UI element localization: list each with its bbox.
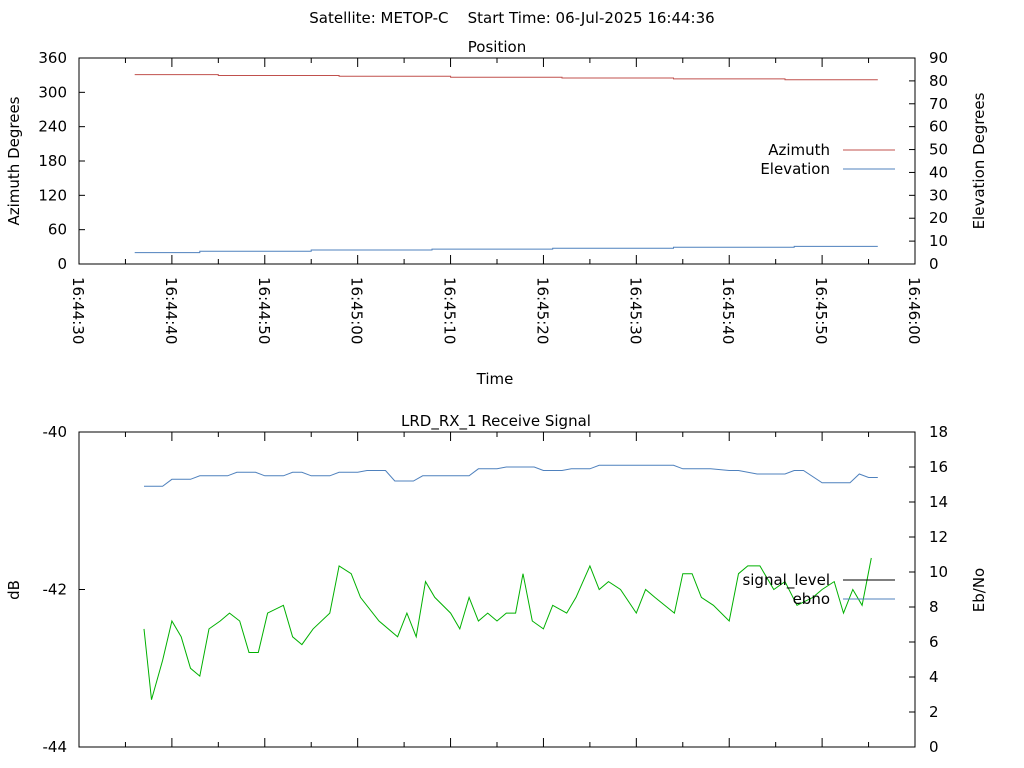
x-tick-label: 16:44:30 [69, 277, 87, 344]
signal-plot-area [78, 431, 916, 748]
legend-label: Elevation [760, 160, 830, 178]
x-tick-label: 16:45:40 [719, 277, 737, 344]
legend-label: Azimuth [768, 141, 830, 159]
y2-tick-label: 10 [929, 232, 948, 250]
y2-tick-label: 4 [929, 668, 939, 686]
position-y2-label: Elevation Degrees [970, 92, 988, 229]
x-tick-label: 16:45:00 [348, 277, 366, 344]
y-tick-label: -42 [43, 581, 68, 599]
y2-tick-label: 8 [929, 598, 939, 616]
y2-tick-label: 6 [929, 633, 939, 651]
signal-y2-axis: 0 2 4 6 8 10 12 14 16 18 [909, 423, 948, 756]
position-x-axis: 16:44:30 16:44:40 16:44:50 16:45:00 16:45:10… [69, 58, 923, 344]
signal-series [143, 464, 878, 700]
y2-tick-label: 2 [929, 703, 939, 721]
signal-y2-label: Eb/No [970, 568, 988, 612]
signal-y-axis: -44 -42 -40 [43, 423, 85, 756]
series-line-Azimuth [134, 74, 878, 81]
y-tick-label: 0 [57, 255, 67, 273]
x-tick-label: 16:45:20 [533, 277, 551, 344]
position-y-label: Azimuth Degrees [5, 96, 23, 225]
signal-x-axis [78, 432, 916, 747]
position-y-axis: 0 60 120 180 240 300 360 [38, 49, 85, 273]
y2-tick-label: 0 [929, 738, 939, 756]
legend-label: ebno [793, 590, 830, 608]
signal-chart: LRD_RX_1 Receive Signal -44 -42 -40 0 2 4 6 8 1… [5, 412, 988, 756]
y2-tick-label: 40 [929, 163, 948, 181]
x-tick-label: 16:44:50 [255, 277, 273, 344]
y2-tick-label: 0 [929, 255, 939, 273]
y2-tick-label: 70 [929, 95, 948, 113]
y2-tick-label: 90 [929, 49, 948, 67]
position-chart: Position 0 60 120 180 240 300 360 0 10 20 30 40 50 6… [5, 38, 988, 388]
y-tick-label: 360 [38, 49, 67, 67]
x-tick-label: 16:45:50 [812, 277, 830, 344]
x-tick-label: 16:46:00 [905, 277, 923, 344]
y2-tick-label: 50 [929, 141, 948, 159]
position-y2-axis: 0 10 20 30 40 50 60 70 80 90 [909, 49, 948, 273]
legend-label: signal_level [742, 571, 830, 590]
y2-tick-label: 12 [929, 528, 948, 546]
y-tick-label: 120 [38, 186, 67, 204]
signal-chart-title: LRD_RX_1 Receive Signal [401, 412, 591, 431]
y-tick-label: 60 [48, 221, 67, 239]
y2-tick-label: 14 [929, 493, 948, 511]
y2-tick-label: 10 [929, 563, 948, 581]
position-series [134, 74, 878, 254]
series-line-signal-level [143, 557, 872, 700]
y-tick-label: 180 [38, 152, 67, 170]
y-tick-label: 300 [38, 83, 67, 101]
series-line-ebno [144, 464, 878, 487]
y-tick-label: 240 [38, 118, 67, 136]
x-tick-label: 16:45:10 [441, 277, 459, 344]
x-tick-label: 16:44:40 [162, 277, 180, 344]
y2-tick-label: 30 [929, 186, 948, 204]
x-tick-label: 16:45:30 [626, 277, 644, 344]
y2-tick-label: 60 [929, 118, 948, 136]
y2-tick-label: 18 [929, 423, 948, 441]
signal-y-label: dB [5, 580, 23, 600]
y-tick-label: -40 [43, 423, 68, 441]
position-x-label: Time [476, 370, 514, 388]
y-tick-label: -44 [43, 738, 68, 756]
y2-tick-label: 20 [929, 209, 948, 227]
series-line-Elevation [134, 245, 878, 254]
y2-tick-label: 80 [929, 72, 948, 90]
page-title: Satellite: METOP-C Start Time: 06-Jul-20… [309, 9, 714, 27]
y2-tick-label: 16 [929, 458, 948, 476]
position-chart-title: Position [468, 38, 526, 56]
